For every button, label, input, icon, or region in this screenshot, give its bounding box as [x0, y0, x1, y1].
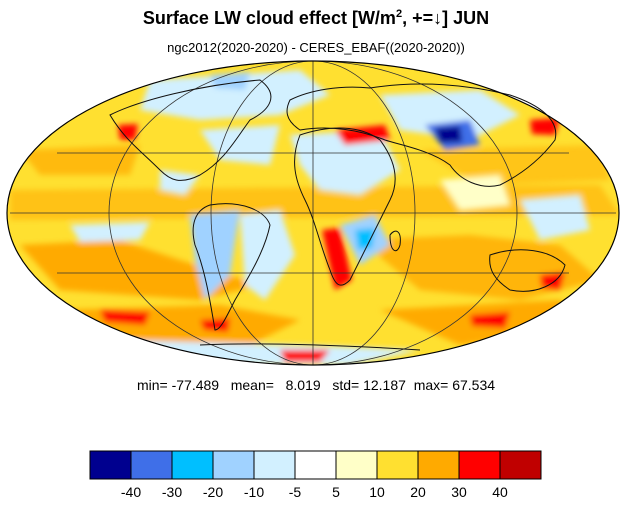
stat-mean-label: mean=	[230, 377, 274, 393]
colorbar-swatch-9	[458, 450, 501, 480]
stat-min-label: min=	[136, 377, 168, 393]
colorbar-tick-label: 20	[410, 484, 426, 500]
colorbar-tick-label: -20	[202, 484, 224, 500]
colorbar-tick-label: 40	[492, 484, 508, 500]
colorbar-swatch-5	[294, 450, 337, 480]
stat-std-value: 12.187	[363, 377, 406, 393]
stat-mean-value: 8.019	[285, 377, 321, 393]
coastlines	[109, 79, 566, 351]
stat-std-label: std=	[332, 377, 360, 393]
colorbar-swatch-4	[253, 450, 296, 480]
colorbar-tick-label: 30	[451, 484, 467, 500]
colorbar-swatch-1	[130, 450, 173, 480]
plot-title: Surface LW cloud effect [W/m2, +=↓] JUN	[142, 8, 490, 28]
colorbar-swatch-7	[376, 450, 419, 480]
colorbar-swatch-8	[417, 450, 460, 480]
colorbar-tick-label: 5	[332, 484, 340, 500]
colorbar-tick-label: -10	[243, 484, 265, 500]
stat-max-value: 67.534	[452, 377, 496, 393]
colorbar-swatch-6	[335, 450, 378, 480]
plot-subtitle: ngc2012(2020-2020) - CERES_EBAF((2020-20…	[167, 40, 465, 55]
map-border	[6, 60, 620, 366]
colorbar-swatch-2	[171, 450, 214, 480]
colorbar-tick-label: -30	[161, 484, 183, 500]
stats-line: min= -77.489 mean= 8.019 std= 12.187 max…	[0, 377, 632, 393]
colorbar-swatch-10	[499, 450, 542, 480]
colorbar-tick-label: -40	[120, 484, 142, 500]
colorbar-tick-label: -5	[288, 484, 302, 500]
stat-min-value: -77.489	[171, 377, 220, 393]
colorbar-swatch-3	[212, 450, 255, 480]
colorbar-swatch-0	[89, 450, 132, 480]
colorbar-tick-label: 10	[369, 484, 385, 500]
stat-max-label: max=	[413, 377, 449, 393]
